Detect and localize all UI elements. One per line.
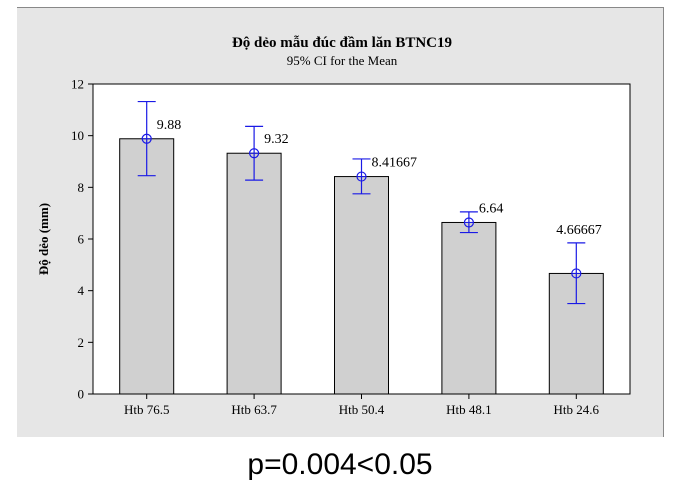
data-label: 8.41667 (372, 156, 418, 171)
data-label: 6.64 (479, 201, 504, 216)
y-tick-label: 4 (78, 283, 85, 298)
y-axis-label: Độ dẻo (mm) (36, 203, 51, 275)
y-tick-label: 12 (71, 77, 84, 92)
y-tick-label: 8 (78, 180, 85, 195)
data-label: 4.66667 (556, 223, 602, 238)
x-tick-label: Htb 50.4 (339, 402, 385, 417)
chart-frame: Độ dẻo mẫu đúc đầm lăn BTNC19 95% CI for… (17, 7, 664, 437)
y-tick-label: 10 (71, 128, 84, 143)
y-tick-label: 0 (78, 387, 85, 402)
x-tick-label: Htb 63.7 (231, 402, 277, 417)
bar (119, 138, 175, 395)
p-value-caption: p=0.004<0.05 (247, 448, 433, 481)
chart-title: Độ dẻo mẫu đúc đầm lăn BTNC19 (232, 35, 452, 51)
x-tick-label: Htb 76.5 (124, 402, 170, 417)
x-tick-label: Htb 24.6 (554, 402, 600, 417)
y-tick-label: 6 (78, 232, 85, 247)
bar (334, 176, 389, 395)
data-label: 9.88 (157, 118, 182, 133)
chart-subtitle: 95% CI for the Mean (287, 53, 398, 68)
chart: Độ dẻo mẫu đúc đầm lăn BTNC19 95% CI for… (36, 35, 631, 417)
bar (441, 221, 497, 395)
y-tick-label: 2 (78, 335, 85, 350)
bar (226, 152, 282, 395)
data-label: 9.32 (264, 132, 289, 147)
x-tick-label: Htb 48.1 (446, 402, 492, 417)
